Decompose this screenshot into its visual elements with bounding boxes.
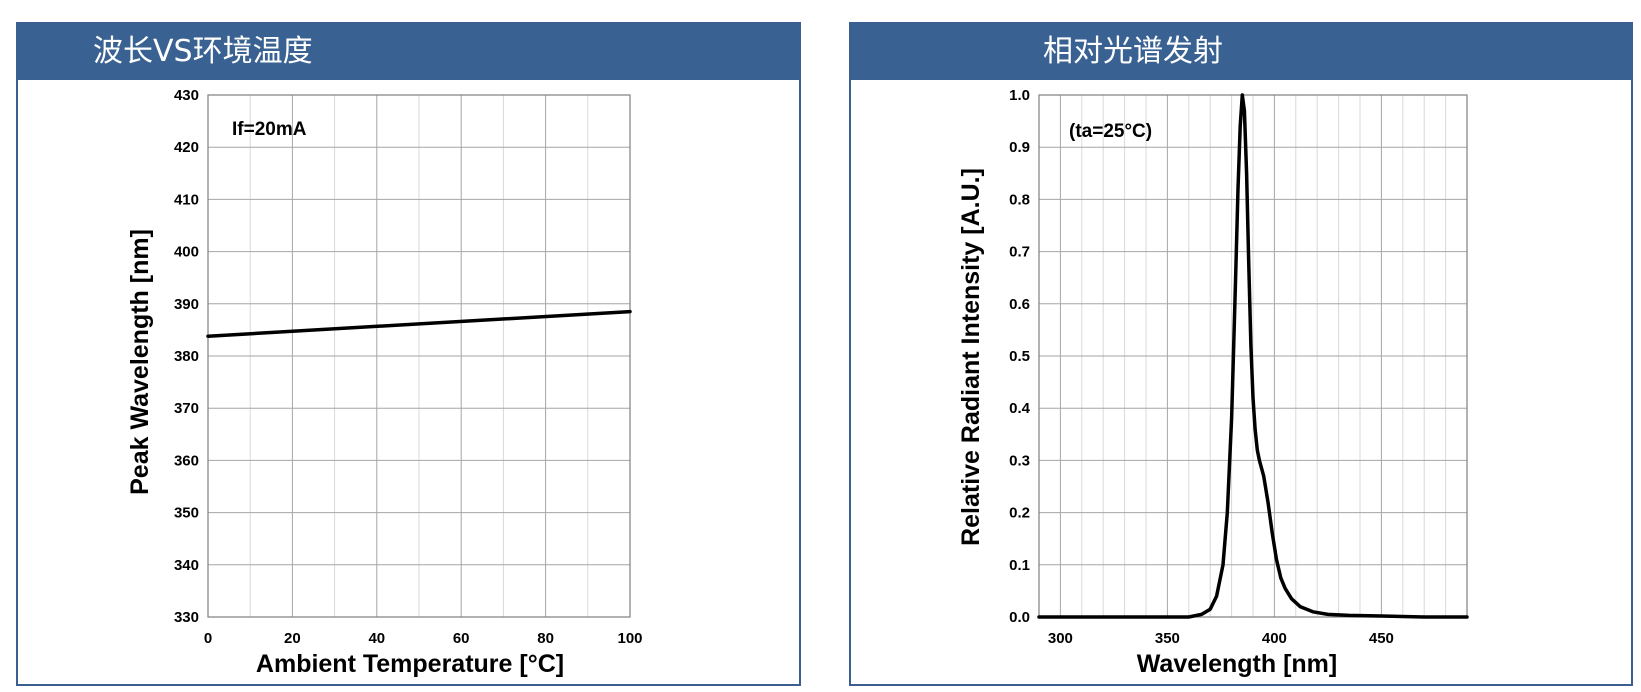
x-tick-label: 20	[284, 630, 301, 647]
series-line	[206, 309, 632, 338]
y-tick-label: 410	[174, 191, 199, 208]
chart-annotation: (ta=25°C)	[1069, 121, 1152, 142]
y-tick-label: 0.7	[1009, 244, 1030, 261]
chart-annotation: If=20mA	[232, 119, 307, 140]
y-tick-label: 360	[174, 452, 199, 469]
y-tick-label: 380	[174, 348, 199, 365]
panel-title: 相对光谱发射	[851, 24, 1631, 80]
y-tick-label: 0.5	[1009, 348, 1030, 365]
panel-wavelength-vs-temperature: 波长VS环境温度	[16, 22, 801, 686]
x-axis-label: Ambient Temperature [°C]	[256, 650, 564, 678]
x-tick-label: 300	[1048, 630, 1073, 647]
plot-frame	[207, 94, 631, 618]
x-tick-label: 400	[1262, 630, 1287, 647]
x-tick-label: 350	[1155, 630, 1180, 647]
y-tick-label: 0.9	[1009, 139, 1030, 156]
panel-title: 波长VS环境温度	[18, 24, 799, 80]
x-tick-label: 80	[537, 630, 554, 647]
plot-frame	[1038, 94, 1468, 618]
series-line	[1037, 93, 1469, 619]
y-tick-label: 400	[174, 244, 199, 261]
y-tick-label: 330	[174, 609, 199, 626]
y-axis-label: Relative Radiant Intensity [A.U.]	[957, 168, 985, 546]
x-tick-label: 0	[204, 630, 212, 647]
y-tick-label: 370	[174, 400, 199, 417]
y-tick-label: 0.2	[1009, 505, 1030, 522]
y-tick-label: 0.8	[1009, 191, 1030, 208]
y-tick-label: 0.6	[1009, 296, 1030, 313]
y-tick-label: 0.0	[1009, 609, 1030, 626]
x-tick-label: 40	[368, 630, 385, 647]
y-tick-label: 1.0	[1009, 87, 1030, 104]
y-axis-label: Peak Wavelength [nm]	[126, 229, 154, 495]
y-tick-label: 0.4	[1009, 400, 1031, 417]
y-tick-label: 430	[174, 87, 199, 104]
x-axis-label: Wavelength [nm]	[1137, 650, 1337, 678]
y-tick-label: 340	[174, 557, 199, 574]
x-tick-label: 100	[617, 630, 642, 647]
y-tick-label: 0.1	[1009, 557, 1030, 574]
y-tick-label: 350	[174, 505, 199, 522]
y-tick-label: 0.3	[1009, 452, 1030, 469]
y-tick-label: 420	[174, 139, 199, 156]
x-tick-label: 60	[453, 630, 470, 647]
x-tick-label: 450	[1369, 630, 1394, 647]
y-tick-label: 390	[174, 296, 199, 313]
